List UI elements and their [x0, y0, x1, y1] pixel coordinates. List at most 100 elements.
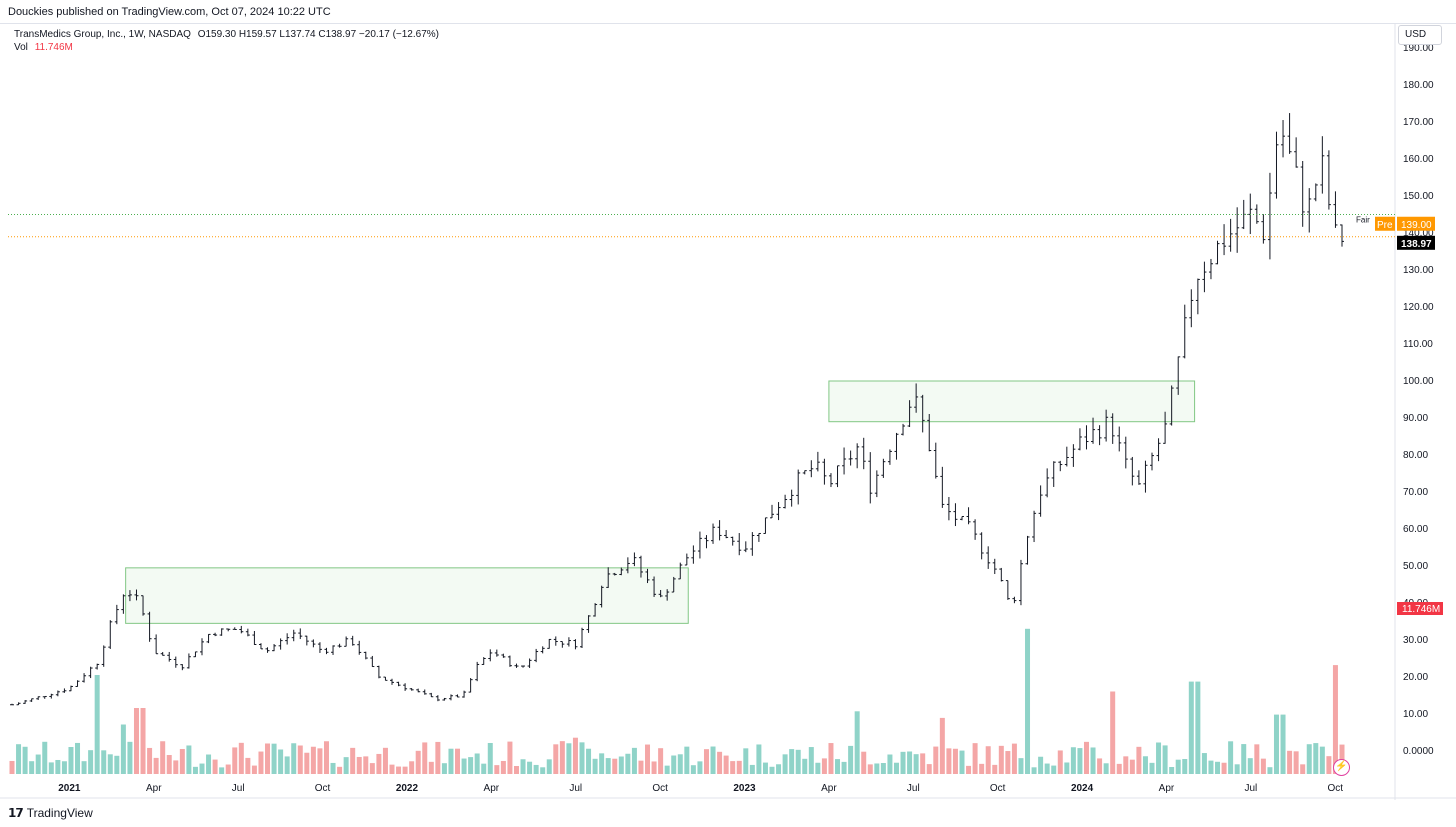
- volume-bar: [1326, 756, 1332, 774]
- volume-bar: [1241, 744, 1247, 774]
- volume-bar: [992, 764, 998, 774]
- volume-bar: [749, 764, 755, 774]
- volume-bar: [841, 761, 847, 774]
- volume-bar: [265, 743, 271, 774]
- volume-bar: [441, 763, 447, 774]
- volume-bar: [631, 747, 637, 774]
- volume-bar: [297, 745, 303, 774]
- volume-bar: [1221, 762, 1227, 774]
- volume-bar: [1083, 741, 1089, 774]
- volume-bar: [16, 744, 22, 774]
- volume-bar: [1025, 628, 1031, 774]
- volume-bar: [952, 748, 958, 774]
- volume-bar: [1300, 764, 1306, 774]
- volume-value: 11.746M: [34, 42, 73, 53]
- volume-bar: [1215, 761, 1221, 774]
- volume-bar: [625, 753, 631, 774]
- volume-bar: [959, 750, 965, 774]
- volume-bar: [500, 760, 506, 774]
- y-tick-label: 160.00: [1403, 154, 1434, 165]
- volume-bar: [507, 741, 513, 774]
- volume-bar: [1228, 741, 1234, 774]
- currency-selector[interactable]: USD: [1398, 25, 1442, 45]
- volume-bar: [723, 755, 729, 774]
- volume-bar: [435, 741, 441, 774]
- x-tick-label: Oct: [652, 783, 668, 794]
- volume-bar: [494, 765, 500, 774]
- volume-bar: [409, 761, 415, 774]
- volume-bar: [1267, 767, 1273, 774]
- zone-rectangle-0[interactable]: [125, 567, 689, 624]
- volume-bar: [396, 766, 402, 774]
- volume-bar: [356, 756, 362, 774]
- volume-bar: [939, 717, 945, 774]
- volume-bar: [979, 763, 985, 774]
- volume-bar: [762, 762, 768, 774]
- volume-bar: [1038, 756, 1044, 774]
- volume-bar: [402, 766, 408, 774]
- volume-bar: [382, 747, 388, 774]
- price-chart[interactable]: 190.00 180.00 170.00 160.00 150.00 140.00 130.…: [0, 24, 1456, 802]
- volume-bar: [1175, 759, 1181, 774]
- volume-bar: [586, 748, 592, 774]
- volume-bar: [304, 752, 310, 774]
- volume-bar: [913, 754, 919, 774]
- volume-bar: [219, 767, 225, 774]
- volume-bar: [468, 757, 474, 774]
- volume-bar: [638, 760, 644, 774]
- volume-bar: [572, 737, 578, 774]
- volume-bar: [900, 751, 906, 774]
- volume-bar: [487, 742, 493, 774]
- volume-bar: [710, 746, 716, 774]
- volume-bar: [448, 748, 454, 774]
- volume-bar: [612, 758, 618, 774]
- volume-bar: [776, 764, 782, 774]
- volume-bar: [186, 745, 192, 774]
- volume-bar: [782, 754, 788, 774]
- tradingview-brand: TradingView: [26, 806, 93, 820]
- volume-bar: [769, 766, 775, 774]
- volume-bar: [1287, 750, 1293, 774]
- volume-bar: [802, 758, 808, 774]
- volume-bar: [1018, 758, 1024, 774]
- volume-bar: [795, 749, 801, 774]
- volume-bar: [160, 741, 166, 774]
- volume-bar: [815, 762, 821, 774]
- x-tick-label: Oct: [315, 783, 331, 794]
- tradingview-logo[interactable]: 𝟭𝟳 TradingView: [8, 806, 93, 820]
- volume-bar: [874, 763, 880, 774]
- volume-bar: [736, 760, 742, 774]
- volume-bar: [1011, 743, 1017, 774]
- volume-bar: [330, 762, 336, 774]
- volume-bar: [81, 761, 87, 774]
- volume-bar: [605, 758, 611, 774]
- volume-bar: [658, 748, 664, 774]
- symbol-row: TransMedics Group, Inc., 1W, NASDAQ O159…: [14, 28, 439, 41]
- x-tick-label: Jul: [907, 783, 920, 794]
- volume-bar: [808, 747, 814, 774]
- volume-bar: [933, 746, 939, 774]
- x-tick-label: Apr: [1159, 783, 1175, 794]
- volume-bar: [1156, 742, 1162, 774]
- lightning-icon[interactable]: ⚡: [1333, 759, 1350, 776]
- volume-bar: [972, 743, 978, 774]
- volume-bar: [317, 748, 323, 774]
- volume-bar: [42, 741, 48, 774]
- volume-bar: [618, 756, 624, 774]
- volume-bar: [153, 757, 159, 774]
- zone-rectangle-1[interactable]: [828, 380, 1196, 423]
- volume-bar: [323, 741, 329, 774]
- volume-bar: [428, 761, 434, 774]
- volume-bar: [1247, 758, 1253, 774]
- pre-price-background: [1397, 216, 1435, 231]
- volume-bar: [592, 758, 598, 774]
- volume-bar: [1169, 766, 1175, 774]
- y-tick-label: 130.00: [1403, 265, 1434, 276]
- volume-bar: [1234, 764, 1240, 774]
- chart-legend: TransMedics Group, Inc., 1W, NASDAQ O159…: [14, 28, 439, 54]
- volume-bar: [907, 751, 913, 774]
- volume-bar: [343, 757, 349, 774]
- y-tick-label: 80.00: [1403, 450, 1428, 461]
- volume-bar: [1313, 743, 1319, 774]
- y-tick-label: 0.0000: [1403, 746, 1434, 757]
